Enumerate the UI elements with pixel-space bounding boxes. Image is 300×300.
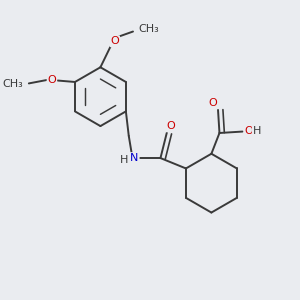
Text: CH₃: CH₃ [139,24,160,34]
Text: O: O [244,126,253,136]
Text: CH₃: CH₃ [2,79,23,89]
Text: N: N [130,153,139,163]
Text: H: H [253,126,261,136]
Text: H: H [120,154,128,164]
Text: O: O [166,122,175,131]
Text: O: O [110,36,119,46]
Text: O: O [47,75,56,85]
Text: O: O [208,98,217,108]
